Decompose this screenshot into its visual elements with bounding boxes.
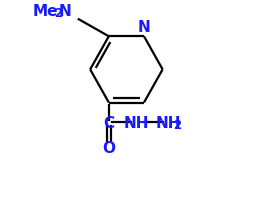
Text: NH: NH: [124, 115, 149, 130]
Text: 2: 2: [174, 119, 182, 131]
Text: O: O: [102, 140, 115, 155]
Text: C: C: [103, 115, 114, 130]
Text: N: N: [59, 4, 71, 19]
Text: 2: 2: [54, 7, 62, 20]
Text: N: N: [138, 20, 150, 35]
Text: Me: Me: [33, 4, 59, 19]
Text: NH: NH: [156, 115, 182, 130]
